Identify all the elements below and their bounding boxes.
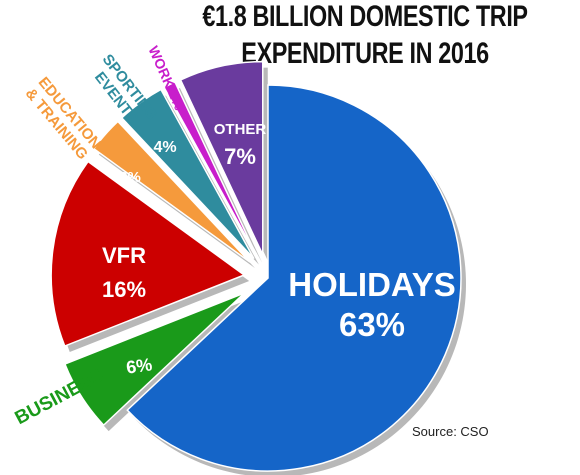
pie-slice-work xyxy=(163,80,258,257)
slice-label-holidays: HOLIDAYS xyxy=(288,266,455,303)
slice-label-group-education-and-training: EDUCATION& TRAINING xyxy=(22,74,104,163)
slice-label-vfr: VFR xyxy=(102,243,146,268)
slice-label-other: OTHER xyxy=(214,121,267,138)
slice-value-business: 6% xyxy=(125,354,154,377)
slice-value-sporting-events: 4% xyxy=(153,139,176,156)
chart-title-line-1: €1.8 BILLION DOMESTIC TRIP xyxy=(202,0,528,33)
pie-slice-vfr xyxy=(50,160,246,348)
pie-slice-holidays xyxy=(126,84,462,472)
pie-slice-education-and-training xyxy=(92,120,251,263)
source-note: Source: CSO xyxy=(412,424,489,439)
slice-value-education-and-training: 3% xyxy=(119,169,141,186)
pie-slice-business xyxy=(63,292,245,427)
slice-value-holidays: 63% xyxy=(339,306,405,343)
chart-title-line-2: EXPENDITURE IN 2016 xyxy=(241,37,489,70)
slice-value-vfr: 16% xyxy=(102,277,146,302)
pie-slice-other xyxy=(179,60,264,255)
pie-slice-sporting-events xyxy=(120,88,255,260)
slice-value-other: 7% xyxy=(224,144,256,169)
